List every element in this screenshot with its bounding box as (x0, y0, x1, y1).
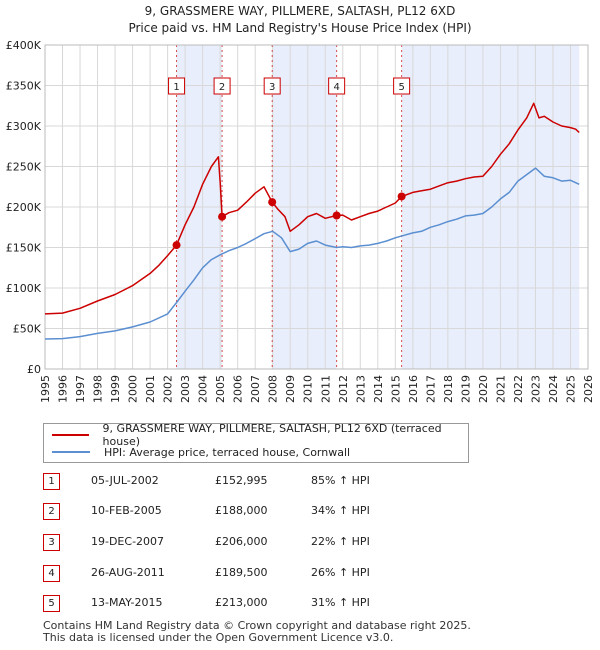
sale-label-box-2 (213, 77, 231, 95)
price-chart: 9, GRASSMERE WAY, PILLMERE, SALTASH, PL1… (6, 4, 595, 403)
sale-hpi-change: 26% ↑ HPI (311, 566, 370, 579)
sale-number-badge: 4 (43, 565, 60, 582)
sale-number-badge: 2 (43, 503, 60, 520)
sale-point-1 (172, 241, 181, 250)
legend-swatch-property (52, 434, 89, 436)
sale-hpi-change: 22% ↑ HPI (311, 535, 370, 548)
sale-price: £189,500 (215, 566, 268, 579)
legend-label-hpi: HPI: Average price, terraced house, Corn… (104, 445, 351, 459)
x-tick-label: 2005 (214, 375, 227, 403)
sale-date: 10-FEB-2005 (91, 504, 162, 517)
sale-number-badge: 3 (43, 534, 60, 551)
chart-subtitle: Price paid vs. HM Land Registry's House … (128, 21, 471, 35)
sale-label-1: 1 (173, 82, 179, 93)
x-tick-label: 1997 (74, 375, 87, 403)
x-tick-label: 1998 (92, 375, 105, 403)
sale-label-3: 3 (269, 82, 275, 93)
table-row: 2 10-FEB-2005 £188,000 34% ↑ HPI (43, 502, 443, 522)
series-line-hpi (44, 167, 580, 340)
footer-license: This data is licensed under the Open Gov… (43, 631, 394, 644)
sale-label-box-4 (328, 77, 346, 95)
x-tick-label: 2008 (267, 375, 280, 403)
x-tick-label: 2006 (232, 375, 245, 403)
x-tick-label: 2009 (284, 375, 297, 403)
sale-date: 19-DEC-2007 (91, 535, 165, 548)
x-tick-label: 2007 (249, 375, 262, 403)
table-row: 3 19-DEC-2007 £206,000 22% ↑ HPI (43, 533, 443, 553)
x-tick-label: 2017 (424, 375, 437, 403)
sale-label-4: 4 (333, 82, 339, 93)
y-tick-label: £150K (6, 242, 42, 255)
sale-point-3 (268, 198, 277, 207)
sale-date: 05-JUL-2002 (91, 474, 159, 487)
sale-label-2: 2 (219, 82, 225, 93)
x-tick-label: 2011 (319, 375, 332, 403)
x-tick-label: 2020 (477, 375, 490, 403)
x-tick-label: 2000 (127, 375, 140, 403)
x-tick-label: 2013 (354, 375, 367, 403)
y-tick-label: £300K (6, 120, 42, 133)
x-tick-label: 2002 (162, 375, 175, 403)
sale-number-badge: 1 (43, 473, 60, 490)
sale-label-box-3 (263, 77, 281, 95)
sale-price: £152,995 (215, 474, 268, 487)
x-tick-label: 2010 (302, 375, 315, 403)
sale-point-5 (397, 192, 406, 201)
table-row: 5 13-MAY-2015 £213,000 31% ↑ HPI (43, 594, 443, 614)
y-tick-label: £100K (6, 282, 42, 295)
y-tick-label: £0 (27, 363, 41, 376)
sale-price: £206,000 (215, 535, 268, 548)
x-tick-label: 2023 (529, 375, 542, 403)
x-tick-label: 1996 (57, 375, 70, 403)
sale-hpi-change: 34% ↑ HPI (311, 504, 370, 517)
sale-price: £188,000 (215, 504, 268, 517)
table-row: 1 05-JUL-2002 £152,995 85% ↑ HPI (43, 472, 443, 492)
sale-date: 13-MAY-2015 (91, 596, 163, 609)
y-tick-label: £350K (6, 80, 42, 93)
footer-copyright: Contains HM Land Registry data © Crown c… (43, 619, 471, 632)
sale-price: £213,000 (215, 596, 268, 609)
sale-number-badge: 5 (43, 595, 60, 612)
y-tick-label: £200K (6, 201, 42, 214)
x-tick-label: 2001 (144, 375, 157, 403)
y-tick-label: £50K (13, 323, 42, 336)
sale-hpi-change: 31% ↑ HPI (311, 596, 370, 609)
x-tick-label: 2012 (337, 375, 350, 403)
x-tick-label: 2018 (442, 375, 455, 403)
x-tick-label: 2021 (494, 375, 507, 403)
x-tick-label: 1995 (39, 375, 52, 403)
x-tick-label: 2022 (512, 375, 525, 403)
sale-date: 26-AUG-2011 (91, 566, 165, 579)
x-tick-label: 2016 (407, 375, 420, 403)
x-tick-label: 2014 (372, 375, 385, 403)
x-tick-label: 1999 (109, 375, 122, 403)
chart-legend: 9, GRASSMERE WAY, PILLMERE, SALTASH, PL1… (43, 422, 469, 463)
legend-item-property: 9, GRASSMERE WAY, PILLMERE, SALTASH, PL1… (52, 422, 468, 448)
sale-label-5: 5 (398, 82, 404, 93)
legend-item-hpi: HPI: Average price, terraced house, Corn… (52, 444, 350, 460)
sale-point-2 (218, 212, 227, 221)
table-row: 4 26-AUG-2011 £189,500 26% ↑ HPI (43, 564, 443, 584)
legend-label-property: 9, GRASSMERE WAY, PILLMERE, SALTASH, PL1… (102, 422, 442, 448)
sale-point-4 (332, 211, 341, 220)
plot-frame (44, 44, 589, 370)
x-tick-label: 2003 (179, 375, 192, 403)
sale-label-box-1 (168, 77, 186, 95)
x-tick-label: 2025 (564, 375, 577, 403)
x-tick-label: 2004 (197, 375, 210, 403)
footer-notice: Contains HM Land Registry data © Crown c… (43, 620, 471, 644)
chart-title: 9, GRASSMERE WAY, PILLMERE, SALTASH, PL1… (145, 4, 456, 18)
x-tick-label: 2026 (582, 375, 595, 403)
sale-hpi-change: 85% ↑ HPI (311, 474, 370, 487)
sale-label-box-5 (393, 77, 411, 95)
y-tick-label: £250K (6, 161, 42, 174)
x-tick-label: 2024 (547, 375, 560, 403)
legend-swatch-hpi (52, 451, 90, 453)
x-tick-label: 2019 (459, 375, 472, 403)
y-tick-label: £400K (6, 39, 42, 52)
x-tick-label: 2015 (389, 375, 402, 403)
